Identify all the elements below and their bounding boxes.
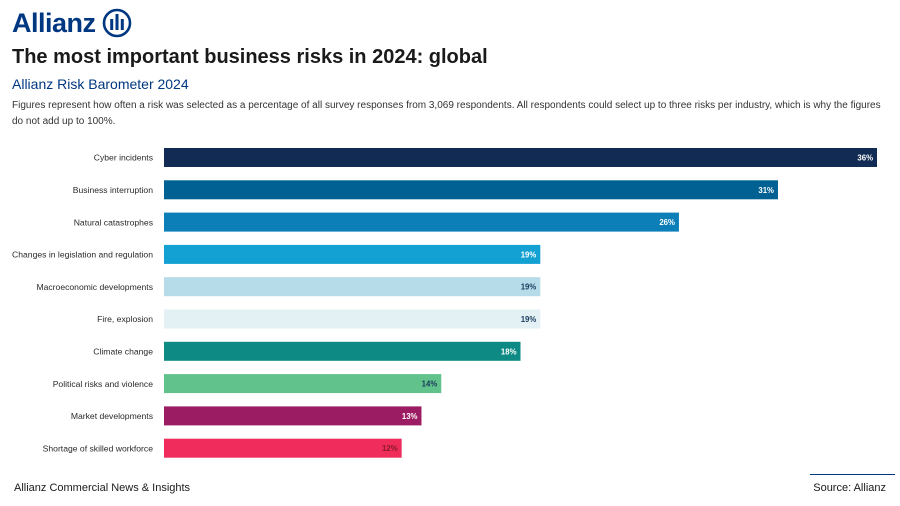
category-label: Macroeconomic developments xyxy=(36,282,153,292)
footer-source: Source: Allianz xyxy=(813,482,886,494)
category-label: Market developments xyxy=(71,411,153,421)
bar-value-label: 36% xyxy=(857,154,873,163)
bar-value-label: 14% xyxy=(422,380,438,389)
category-label: Fire, explosion xyxy=(97,314,153,324)
bar-value-label: 12% xyxy=(382,444,398,453)
chart-title: The most important business risks in 202… xyxy=(12,46,488,68)
bar-value-label: 19% xyxy=(521,315,537,324)
category-label: Shortage of skilled workforce xyxy=(43,443,154,453)
bar xyxy=(164,148,877,167)
category-label: Political risks and violence xyxy=(53,379,154,389)
chart-subtitle: Allianz Risk Barometer 2024 xyxy=(12,76,189,92)
category-label: Changes in legislation and regulation xyxy=(12,250,153,260)
category-label: Cyber incidents xyxy=(94,153,153,163)
bar xyxy=(164,309,541,329)
bar xyxy=(164,277,541,297)
bar xyxy=(164,438,402,458)
footer-publisher: Allianz Commercial News & Insights xyxy=(14,482,191,494)
allianz-logo: Allianz xyxy=(12,6,132,40)
bar xyxy=(164,212,679,232)
category-label: Climate change xyxy=(93,347,153,357)
bar-chart: Cyber incidents 36% Business interruption 3… xyxy=(12,148,877,458)
bar-value-label: 19% xyxy=(521,283,537,292)
bar-value-label: 19% xyxy=(521,250,537,259)
bar-value-label: 31% xyxy=(758,186,774,195)
category-label: Natural catastrophes xyxy=(74,217,153,227)
bar xyxy=(164,341,521,361)
bar xyxy=(164,180,778,200)
logo-text: Allianz xyxy=(12,7,96,38)
footer-divider xyxy=(810,474,895,475)
bar-value-label: 18% xyxy=(501,347,517,356)
allianz-eagle-icon xyxy=(102,8,131,38)
bar xyxy=(164,406,422,426)
bar-value-label: 26% xyxy=(659,218,675,227)
bar xyxy=(164,244,541,264)
bar xyxy=(164,374,442,394)
bar-value-label: 13% xyxy=(402,412,418,421)
category-label: Business interruption xyxy=(73,185,153,195)
chart-note: Figures represent how often a risk was s… xyxy=(12,100,881,127)
